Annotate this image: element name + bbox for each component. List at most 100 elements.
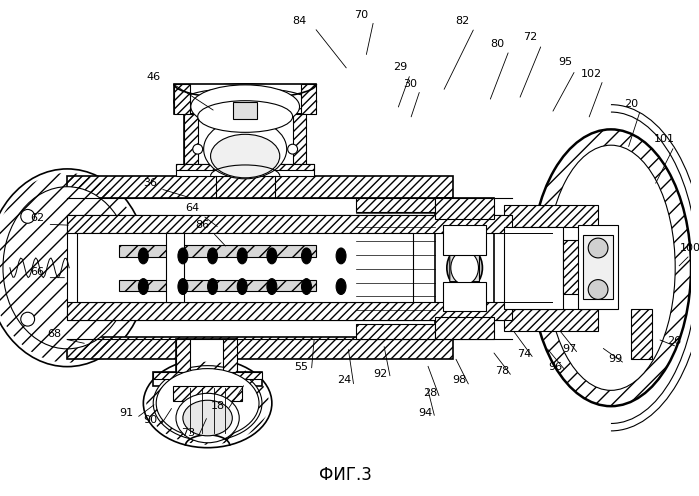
Text: 96: 96 (549, 362, 563, 372)
Ellipse shape (208, 279, 217, 295)
Ellipse shape (267, 248, 277, 264)
Ellipse shape (193, 144, 203, 154)
Text: 26: 26 (667, 336, 682, 346)
Bar (176, 164, 245, 170)
Bar (67, 303, 512, 320)
Bar (67, 337, 453, 359)
Bar (583, 235, 613, 300)
Text: 20: 20 (624, 99, 637, 109)
Text: 91: 91 (120, 408, 134, 418)
Text: 24: 24 (337, 375, 351, 385)
Bar (233, 102, 257, 120)
Bar (630, 310, 652, 359)
Ellipse shape (288, 144, 298, 154)
Ellipse shape (208, 248, 217, 264)
Ellipse shape (156, 369, 259, 438)
Bar (153, 372, 262, 386)
Ellipse shape (191, 85, 300, 128)
Bar (119, 245, 317, 257)
Text: 73: 73 (181, 428, 195, 438)
Bar (174, 84, 190, 114)
Bar (77, 233, 413, 303)
Text: 82: 82 (456, 16, 470, 26)
Ellipse shape (21, 312, 34, 326)
Ellipse shape (3, 186, 131, 349)
Text: 84: 84 (292, 16, 307, 26)
Text: 36: 36 (143, 178, 157, 188)
Text: 74: 74 (517, 349, 531, 359)
Text: 102: 102 (581, 69, 602, 79)
Bar (174, 84, 317, 114)
Text: 68: 68 (48, 329, 62, 339)
Ellipse shape (237, 279, 247, 295)
Ellipse shape (451, 251, 479, 285)
Text: 29: 29 (394, 62, 408, 72)
Ellipse shape (237, 248, 247, 264)
Bar (504, 227, 563, 310)
Bar (184, 114, 198, 168)
Text: 46: 46 (146, 72, 160, 82)
Bar (563, 240, 598, 295)
Ellipse shape (336, 248, 346, 264)
Text: 92: 92 (373, 369, 388, 378)
Bar (176, 339, 237, 373)
Bar (176, 164, 315, 176)
Text: 95: 95 (559, 57, 572, 67)
Text: 99: 99 (607, 354, 622, 364)
Ellipse shape (0, 169, 148, 367)
Text: 70: 70 (354, 10, 368, 20)
Text: 66: 66 (31, 267, 45, 277)
Ellipse shape (153, 366, 262, 441)
Text: 101: 101 (654, 134, 675, 144)
Bar (67, 215, 512, 320)
Bar (184, 114, 306, 168)
Ellipse shape (267, 279, 277, 295)
Bar (67, 176, 453, 197)
Bar (208, 372, 262, 379)
Bar (153, 372, 208, 379)
Ellipse shape (138, 279, 148, 295)
Bar (443, 225, 487, 255)
Text: 18: 18 (210, 401, 224, 411)
Ellipse shape (198, 101, 293, 132)
Bar (435, 197, 494, 219)
Polygon shape (449, 243, 480, 282)
Bar (176, 339, 190, 373)
Bar (301, 84, 317, 114)
Ellipse shape (181, 88, 310, 116)
Text: 28: 28 (423, 388, 437, 398)
Ellipse shape (176, 393, 239, 443)
Ellipse shape (143, 359, 272, 448)
Ellipse shape (21, 209, 34, 223)
Ellipse shape (178, 248, 188, 264)
Bar (435, 317, 494, 339)
Text: ФИГ.3: ФИГ.3 (319, 466, 372, 485)
Text: 94: 94 (418, 408, 432, 418)
Ellipse shape (447, 246, 482, 290)
Ellipse shape (301, 279, 311, 295)
Bar (293, 114, 306, 168)
Bar (224, 339, 237, 373)
Ellipse shape (588, 238, 608, 258)
Ellipse shape (178, 279, 188, 295)
Bar (245, 164, 315, 170)
Text: 100: 100 (679, 243, 699, 253)
Ellipse shape (301, 248, 311, 264)
Text: 30: 30 (403, 79, 417, 89)
Bar (356, 197, 435, 212)
Bar (435, 197, 494, 339)
Text: 64: 64 (186, 203, 200, 213)
Text: 97: 97 (562, 344, 577, 354)
Bar (173, 386, 242, 401)
Ellipse shape (336, 279, 346, 295)
Text: 55: 55 (294, 362, 308, 372)
Bar (119, 280, 317, 292)
Text: 72: 72 (523, 32, 537, 43)
Text: 62: 62 (31, 213, 45, 223)
Ellipse shape (210, 134, 280, 178)
Bar (356, 324, 435, 339)
Text: 80: 80 (490, 39, 504, 50)
Bar (578, 225, 618, 310)
Bar (504, 205, 598, 227)
Ellipse shape (174, 84, 317, 120)
